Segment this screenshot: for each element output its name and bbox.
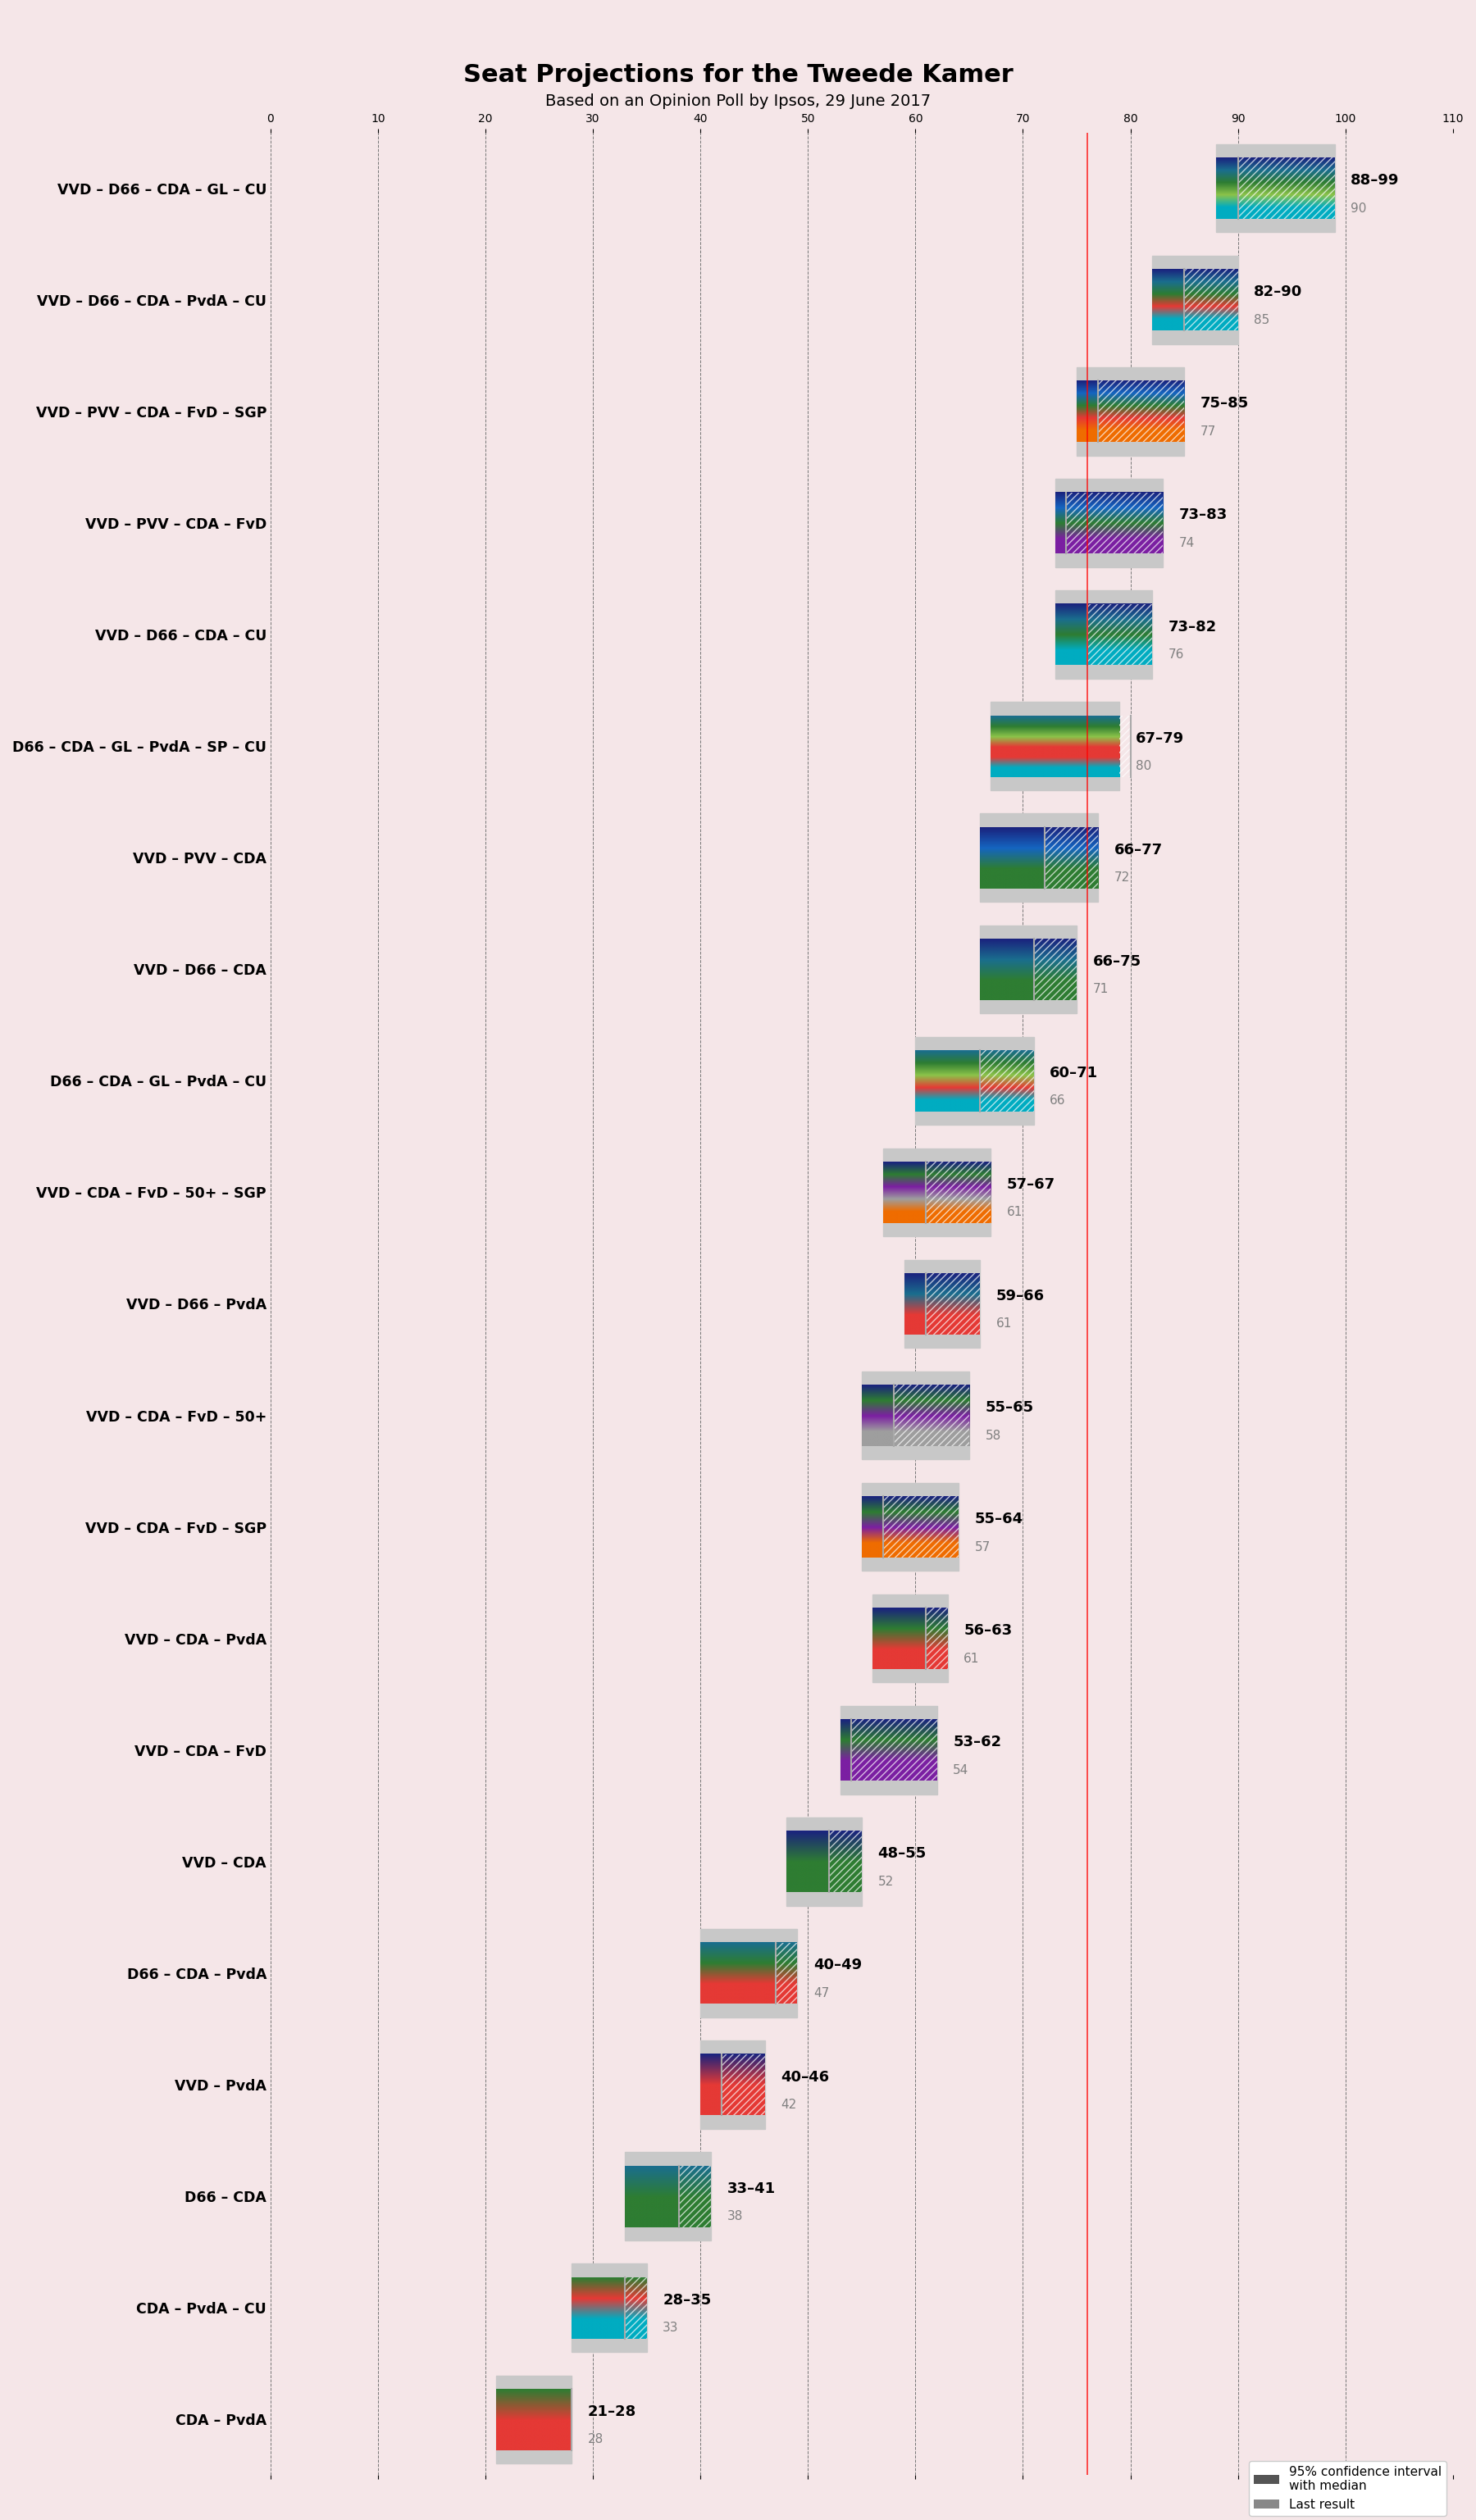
Bar [626, 2152, 711, 2240]
Bar [862, 1371, 970, 1459]
Bar [990, 703, 1120, 791]
Text: 66–77: 66–77 [1114, 842, 1163, 857]
Bar [1216, 144, 1334, 232]
Bar [840, 1706, 937, 1794]
Text: 66: 66 [1049, 1094, 1066, 1106]
Bar [1238, 159, 1334, 219]
Text: 61: 61 [1007, 1207, 1023, 1220]
Text: 88–99: 88–99 [1351, 174, 1399, 189]
Text: 28–35: 28–35 [663, 2293, 711, 2308]
Bar [980, 925, 1076, 1013]
Bar [571, 2263, 646, 2351]
Bar [1066, 491, 1163, 554]
Text: 61: 61 [964, 1653, 980, 1666]
Bar [1045, 827, 1098, 890]
Text: 73–82: 73–82 [1168, 620, 1216, 635]
Text: 48–55: 48–55 [878, 1847, 927, 1862]
Bar [925, 1273, 980, 1336]
Text: 55–64: 55–64 [974, 1512, 1023, 1527]
Bar [701, 1930, 797, 2016]
Bar [722, 2054, 765, 2114]
Bar [894, 1383, 970, 1446]
Text: Seat Projections for the Tweede Kamer: Seat Projections for the Tweede Kamer [463, 63, 1013, 86]
Bar [883, 1149, 990, 1237]
Text: 82–90: 82–90 [1255, 285, 1303, 300]
Text: 73–83: 73–83 [1179, 509, 1228, 522]
Bar [787, 1817, 862, 1905]
Text: 40–46: 40–46 [781, 2069, 830, 2084]
Text: 72: 72 [1114, 872, 1131, 885]
Legend: 95% confidence interval
with median, Last result: 95% confidence interval with median, Las… [1249, 2460, 1446, 2515]
Bar [905, 1260, 980, 1348]
Text: 56–63: 56–63 [964, 1623, 1013, 1638]
Text: 59–66: 59–66 [996, 1288, 1045, 1303]
Bar [862, 1482, 958, 1570]
Text: 58: 58 [986, 1429, 1001, 1441]
Bar [1076, 368, 1184, 456]
Text: 21–28: 21–28 [587, 2404, 636, 2419]
Text: Based on an Opinion Poll by Ipsos, 29 June 2017: Based on an Opinion Poll by Ipsos, 29 Ju… [545, 93, 931, 108]
Text: 75–85: 75–85 [1200, 396, 1249, 411]
Text: 74: 74 [1179, 537, 1194, 549]
Bar [1098, 381, 1184, 441]
Bar [1120, 716, 1131, 776]
Text: 61: 61 [996, 1318, 1013, 1331]
Bar [980, 814, 1098, 902]
Bar [776, 1943, 797, 2003]
Bar [701, 2041, 765, 2129]
Bar [1088, 605, 1151, 665]
Bar [626, 2278, 646, 2339]
Text: 77: 77 [1200, 426, 1216, 438]
Bar [1055, 590, 1151, 678]
Text: 53–62: 53–62 [953, 1734, 1002, 1749]
Text: 90: 90 [1351, 202, 1367, 214]
Bar [1184, 270, 1238, 330]
Bar [872, 1595, 948, 1683]
Text: 55–65: 55–65 [986, 1401, 1033, 1414]
Bar [1055, 479, 1163, 567]
Bar [883, 1497, 958, 1557]
Text: 85: 85 [1255, 315, 1269, 325]
Bar [1033, 937, 1076, 1000]
Bar [915, 1036, 1033, 1124]
Text: 42: 42 [781, 2099, 797, 2112]
Text: 40–49: 40–49 [813, 1958, 862, 1973]
Bar [496, 2376, 571, 2465]
Text: 60–71: 60–71 [1049, 1066, 1098, 1081]
Text: 52: 52 [878, 1875, 893, 1887]
Bar [850, 1719, 937, 1782]
Text: 66–75: 66–75 [1092, 955, 1141, 968]
Bar [980, 1051, 1033, 1111]
Bar [925, 1162, 990, 1222]
Bar [1151, 257, 1238, 343]
Text: 33–41: 33–41 [728, 2182, 776, 2195]
Text: 57: 57 [974, 1540, 990, 1552]
Text: 76: 76 [1168, 648, 1184, 660]
Bar [679, 2165, 711, 2228]
Text: 38: 38 [728, 2210, 744, 2223]
Bar [830, 1832, 862, 1893]
Text: 28: 28 [587, 2434, 604, 2444]
Text: 33: 33 [663, 2321, 679, 2334]
Text: 57–67: 57–67 [1007, 1177, 1055, 1192]
Text: 71: 71 [1092, 983, 1108, 995]
Text: 67–79: 67–79 [1135, 731, 1184, 746]
Text: 54: 54 [953, 1764, 968, 1777]
Text: 47: 47 [813, 1988, 830, 1998]
Bar [925, 1608, 948, 1668]
Text: 80: 80 [1135, 761, 1151, 771]
